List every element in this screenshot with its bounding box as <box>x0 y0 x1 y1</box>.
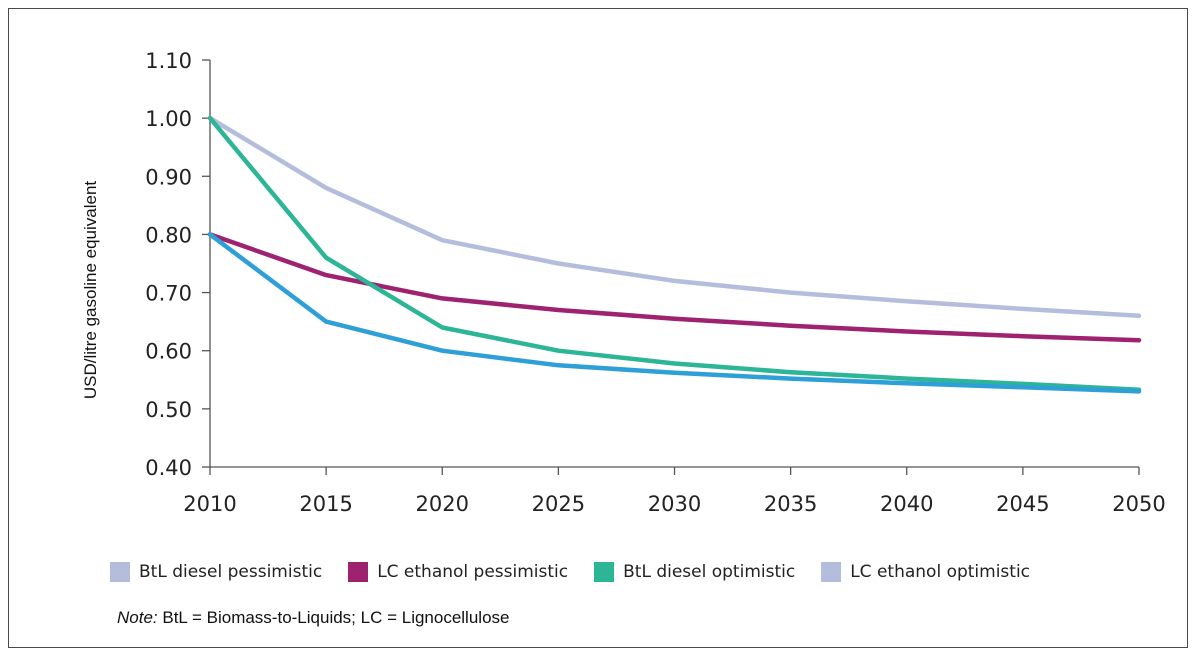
legend-label: LC ethanol optimistic <box>850 562 1031 582</box>
y-tick-label: 0.90 <box>145 165 192 189</box>
x-tick-label: 2030 <box>648 492 701 516</box>
series-line-btl-diesel-pessimistic <box>207 115 1142 319</box>
chart-frame <box>8 8 1188 648</box>
x-tick-label: 2045 <box>996 492 1049 516</box>
legend-label: BtL diesel pessimistic <box>139 562 323 582</box>
footnote-prefix: Note: <box>117 608 158 627</box>
y-tick-label: 0.60 <box>145 340 192 364</box>
footnote-text: BtL = Biomass-to-Liquids; LC = Lignocell… <box>157 608 510 627</box>
series-lines <box>207 115 1142 394</box>
x-tick-label: 2050 <box>1112 492 1165 516</box>
y-tick-label: 0.80 <box>145 223 192 247</box>
legend-item-btl-diesel-optimistic: BtL diesel optimistic <box>594 562 795 582</box>
legend-item-lc-ethanol-optimistic: LC ethanol optimistic <box>821 562 1030 582</box>
legend-swatch <box>594 562 615 582</box>
series-line-btl-diesel-optimistic <box>207 115 1142 392</box>
y-axis-label: USD/litre gasoline equivalent <box>81 181 100 400</box>
legend-swatch <box>821 562 842 582</box>
x-tick-label: 2025 <box>532 492 585 516</box>
legend-label: LC ethanol pessimistic <box>377 562 569 582</box>
legend-label: BtL diesel optimistic <box>623 562 796 582</box>
y-tick-label: 1.00 <box>145 107 192 131</box>
x-tick-label: 2015 <box>299 492 352 516</box>
x-tick-label: 2035 <box>764 492 817 516</box>
x-tick-label: 2040 <box>880 492 933 516</box>
legend: BtL diesel pessimistic LC ethanol pessim… <box>110 560 1056 584</box>
y-tick-label: 1.10 <box>145 49 192 73</box>
x-tick-label: 2010 <box>183 492 236 516</box>
legend-swatch <box>110 562 130 582</box>
y-tick-label: 0.40 <box>145 456 192 480</box>
y-tick-label: 0.50 <box>145 398 192 422</box>
x-tick-label: 2020 <box>416 492 469 516</box>
y-tick-label: 0.70 <box>145 282 192 306</box>
series-line-lc-ethanol-pessimistic <box>207 232 1142 343</box>
legend-swatch <box>348 562 369 582</box>
legend-item-lc-ethanol-pessimistic: LC ethanol pessimistic <box>348 562 568 582</box>
y-tick-labels: 0.40 0.50 0.60 0.70 0.80 0.90 1.00 1.10 <box>145 49 192 480</box>
footnote: Note: BtL = Biomass-to-Liquids; LC = Lig… <box>117 608 509 628</box>
series-line-lc-ethanol-optimistic <box>207 232 1142 394</box>
legend-item-btl-diesel-pessimistic: BtL diesel pessimistic <box>110 562 322 582</box>
x-tick-labels: 2010 2015 2020 2025 2030 2035 2040 2045 2050 <box>183 492 1165 516</box>
